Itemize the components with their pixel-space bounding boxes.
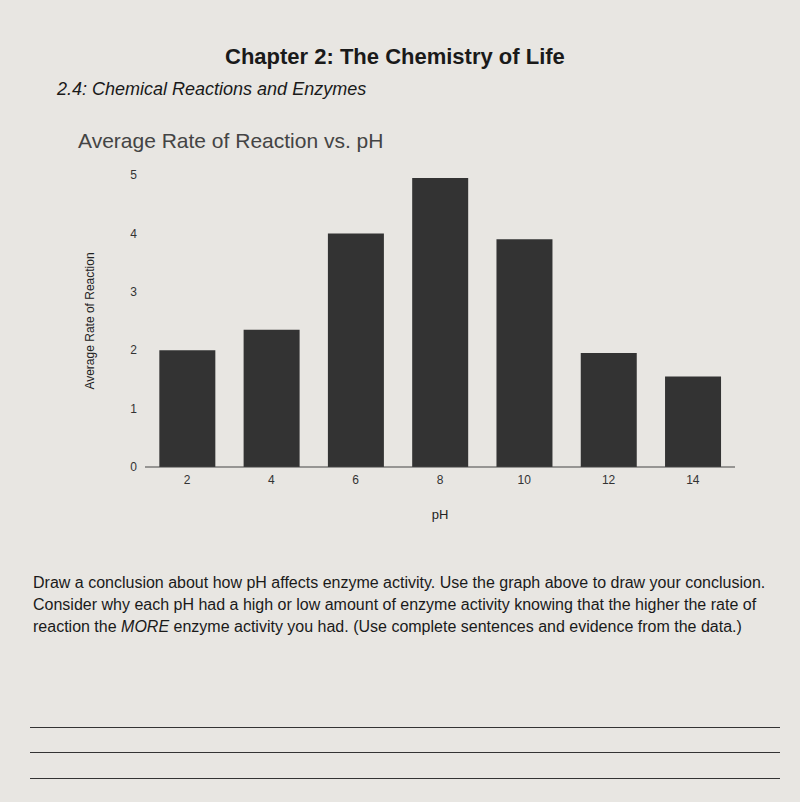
svg-text:8: 8	[437, 473, 444, 487]
svg-text:Average Rate of Reaction: Average Rate of Reaction	[83, 252, 97, 389]
svg-text:2: 2	[184, 473, 191, 487]
svg-text:12: 12	[602, 473, 616, 487]
html-text:Average Rate of Reaction vs. p: Average Rate of Reaction vs. pH	[78, 129, 384, 152]
svg-text:0: 0	[130, 460, 137, 474]
svg-text:10: 10	[518, 473, 532, 487]
svg-text:4: 4	[268, 473, 275, 487]
svg-text:2: 2	[130, 343, 137, 357]
svg-text:3: 3	[130, 285, 137, 299]
svg-text:1: 1	[130, 402, 137, 416]
svg-text:pH: pH	[432, 507, 449, 522]
html-text:Chapter 2: The Chemistry of Li: Chapter 2: The Chemistry of Life	[225, 44, 565, 69]
svg-text:14: 14	[686, 473, 700, 487]
html-text:Draw a conclusion about how pH: Draw a conclusion about how pH affects e…	[33, 574, 766, 635]
svg-text:6: 6	[352, 473, 359, 487]
svg-text:4: 4	[130, 227, 137, 241]
html-text:2.4: Chemical Reactions and En: 2.4: Chemical Reactions and Enzymes	[57, 79, 367, 99]
svg-text:5: 5	[130, 168, 137, 182]
